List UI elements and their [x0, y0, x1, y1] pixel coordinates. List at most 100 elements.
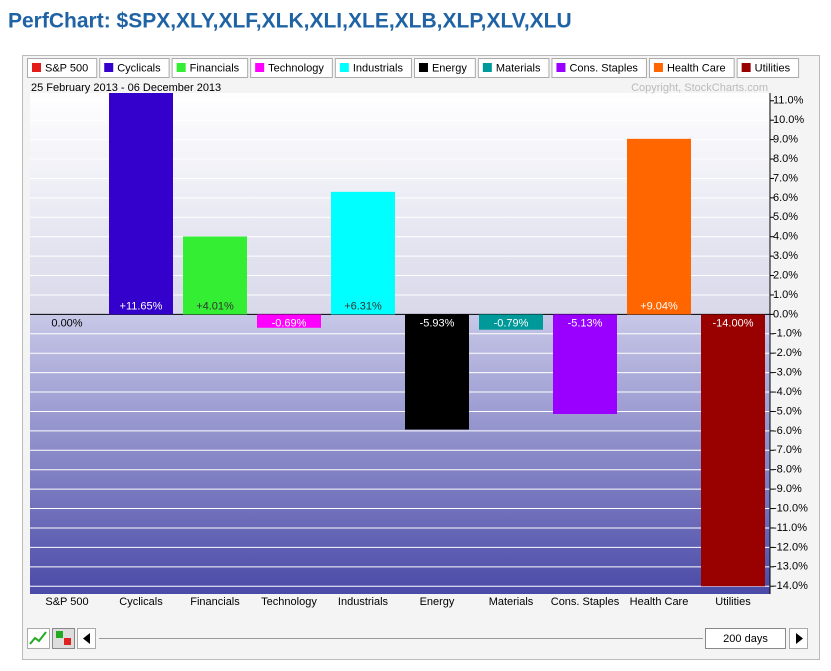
legend-swatch: [556, 63, 566, 72]
legend-swatch: [653, 63, 663, 72]
y-tick-label: -14.0%: [773, 580, 808, 592]
labels: S&P 500 0.00% Cyclicals +11.65% Financials +4…: [45, 300, 753, 608]
legend-box: [551, 58, 647, 78]
y-tick-label: -10.0%: [773, 502, 808, 514]
x-tick-label: S&P 500: [45, 596, 88, 608]
y-tick-label: 1.0%: [773, 289, 798, 301]
period-label: 200 days: [723, 633, 768, 645]
legend-box: [413, 58, 476, 78]
bar-view-button[interactable]: [52, 628, 75, 649]
bar: [109, 93, 173, 315]
value-label: +11.65%: [120, 300, 163, 312]
legend-item[interactable]: Financials: [171, 58, 249, 78]
y-tick-label: -13.0%: [773, 561, 808, 573]
legend-item[interactable]: Technology: [250, 58, 333, 78]
bar-icon: [56, 631, 63, 638]
legend-swatch: [418, 63, 428, 72]
legend-label: Utilities: [755, 62, 791, 74]
y-tick-label: 5.0%: [773, 211, 798, 223]
legend-box: [736, 58, 800, 78]
legend-item[interactable]: Health Care: [648, 58, 735, 78]
x-tick-label: Technology: [261, 596, 317, 608]
legend-item[interactable]: Cyclicals: [99, 58, 170, 78]
value-label: +9.04%: [640, 300, 678, 312]
y-tick-label: 11.0%: [773, 95, 804, 107]
legend-item[interactable]: Utilities: [736, 58, 800, 78]
y-tick-label: 8.0%: [773, 153, 798, 165]
x-tick-label: Cyclicals: [119, 596, 163, 608]
y-tick-label: -3.0%: [773, 367, 802, 379]
legend-box: [648, 58, 735, 78]
y-tick-label: -2.0%: [773, 347, 802, 359]
arrow-right: [796, 633, 803, 644]
credit: Copyright, StockCharts.com: [631, 82, 768, 94]
value-label: -14.00%: [713, 317, 754, 329]
bar: [627, 138, 691, 315]
bar: [479, 314, 543, 330]
legend-item[interactable]: Cons. Staples: [551, 58, 647, 78]
chart-title: PerfChart: $SPX,XLY,XLF,XLK,XLI,XLE,XLB,…: [8, 10, 572, 33]
line-view-button[interactable]: [27, 628, 50, 649]
y-tick-label: 9.0%: [773, 134, 798, 146]
x-tick-label: Cons. Staples: [551, 596, 620, 608]
legend-label: Cyclicals: [117, 62, 161, 74]
x-tick-label: Utilities: [715, 596, 751, 608]
x-tick-label: Energy: [420, 596, 455, 608]
legend-swatch: [482, 63, 492, 72]
legend-label: Industrials: [353, 62, 404, 74]
legend-label: Cons. Staples: [569, 62, 638, 74]
x-tick-label: Industrials: [338, 596, 389, 608]
legend-swatch: [32, 63, 41, 72]
bar: [405, 314, 469, 430]
y-tick-label: 10.0%: [773, 114, 804, 126]
legend-label: Energy: [432, 62, 467, 74]
bars: [109, 93, 765, 587]
value-label: -5.13%: [568, 317, 603, 329]
value-label: -0.79%: [494, 317, 529, 329]
y-tick-label: -1.0%: [773, 328, 802, 340]
value-label: +4.01%: [196, 300, 234, 312]
legend-item[interactable]: Materials: [477, 58, 550, 78]
legend-item[interactable]: Industrials: [334, 58, 412, 78]
legend-swatch: [339, 63, 349, 72]
y-tick-label: 4.0%: [773, 231, 798, 243]
y-tick-label: -12.0%: [773, 541, 808, 553]
legend-label: Financials: [190, 62, 240, 74]
date-range: 25 February 2013 - 06 December 2013: [31, 82, 221, 94]
plot-bg-negative: [30, 314, 770, 594]
y-tick-label: -4.0%: [773, 386, 802, 398]
legend-label: Health Care: [667, 62, 726, 74]
value-label: +6.31%: [344, 300, 382, 312]
y-tick-label: 6.0%: [773, 192, 798, 204]
bar: [553, 314, 617, 414]
legend-box: [27, 58, 98, 78]
value-label: 0.00%: [51, 317, 82, 329]
bar: [701, 314, 765, 587]
legend-box: [99, 58, 170, 78]
bar: [331, 191, 395, 315]
y-tick-label: -5.0%: [773, 405, 802, 417]
arrow-left: [83, 633, 90, 644]
y-tick-label: 0.0%: [773, 308, 798, 320]
legend-item[interactable]: Energy: [413, 58, 476, 78]
legend-label: Technology: [268, 62, 324, 74]
bar-icon: [64, 638, 71, 645]
legend-swatch: [255, 63, 265, 72]
x-tick-label: Health Care: [630, 596, 689, 608]
legend: S&P 500 Cyclicals Financials Technology Indu…: [27, 58, 800, 78]
x-tick-label: Financials: [190, 596, 240, 608]
legend-swatch: [104, 63, 114, 72]
line-icon: [29, 631, 47, 645]
y-tick-label: -9.0%: [773, 483, 802, 495]
legend-label: S&P 500: [45, 62, 88, 74]
y-tick-label: -11.0%: [773, 522, 807, 534]
y-tick-label: 7.0%: [773, 172, 798, 184]
value-label: -5.93%: [420, 317, 455, 329]
legend-item[interactable]: S&P 500: [27, 58, 98, 78]
legend-swatch: [176, 63, 186, 72]
period-button[interactable]: [705, 628, 786, 649]
legend-box: [334, 58, 412, 78]
y-tick-label: -6.0%: [773, 425, 802, 437]
